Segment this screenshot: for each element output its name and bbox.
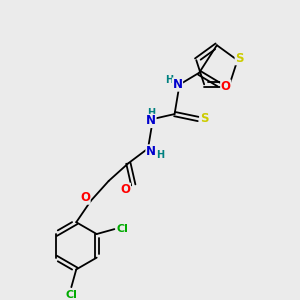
Text: Cl: Cl	[116, 224, 128, 234]
Text: O: O	[221, 80, 231, 93]
Text: H: H	[147, 108, 155, 118]
Text: N: N	[146, 145, 156, 158]
Text: H: H	[156, 150, 164, 161]
Text: O: O	[80, 191, 90, 204]
Text: S: S	[200, 112, 208, 125]
Text: Cl: Cl	[65, 290, 77, 300]
Text: N: N	[146, 114, 156, 128]
Text: H: H	[166, 75, 174, 85]
Text: S: S	[235, 52, 244, 65]
Text: N: N	[172, 78, 182, 91]
Text: O: O	[120, 183, 130, 196]
